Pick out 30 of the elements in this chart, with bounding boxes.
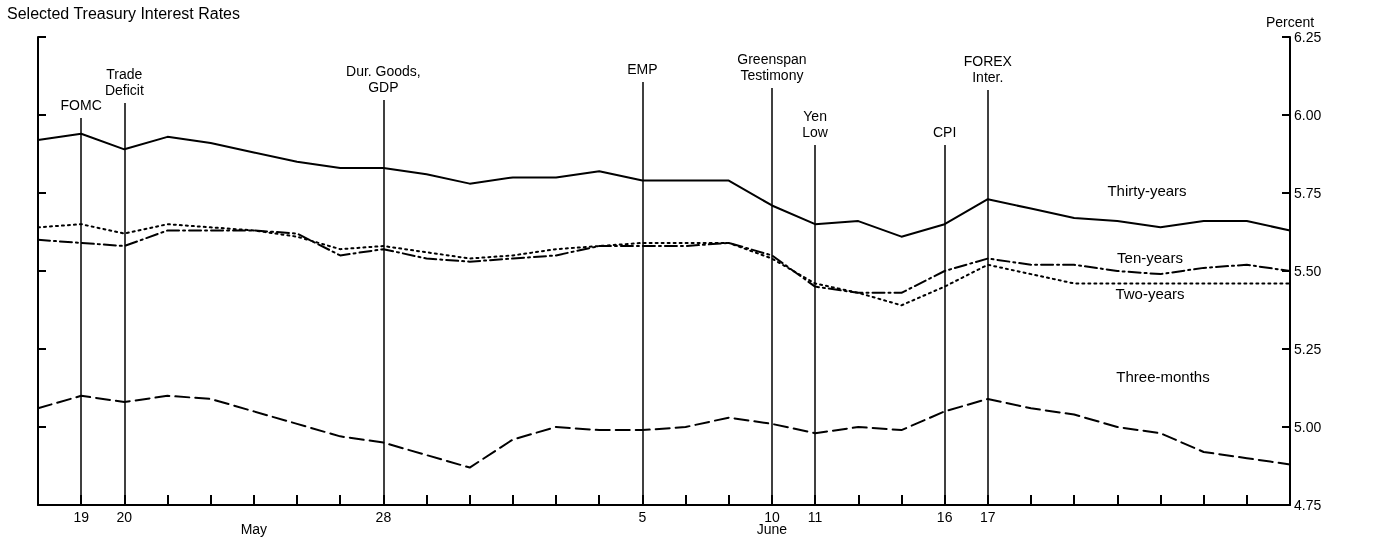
x-tick-label: May xyxy=(240,521,268,537)
x-tick-label: 16 xyxy=(936,509,953,525)
ref-line-label: Greenspan Testimony xyxy=(737,51,807,83)
y-axis-title: Percent xyxy=(1265,14,1315,30)
series-label: Two-years xyxy=(1115,284,1185,302)
y-tick-label: 5.00 xyxy=(1294,419,1322,435)
series-label: Thirty-years xyxy=(1107,181,1187,199)
y-tick-label: 6.25 xyxy=(1294,29,1322,45)
ref-line-label: FOMC xyxy=(60,97,102,113)
x-tick-label: 28 xyxy=(375,509,392,525)
x-tick-label: 10 June xyxy=(756,509,788,537)
y-tick-label: 5.50 xyxy=(1294,263,1322,279)
series-label: Ten-years xyxy=(1117,248,1183,266)
x-tick-label: 5 xyxy=(638,509,647,525)
y-tick-label: 4.75 xyxy=(1294,497,1322,513)
chart-title: Selected Treasury Interest Rates xyxy=(7,4,240,22)
ref-line-label: Yen Low xyxy=(802,108,829,140)
x-tick-label: 11 xyxy=(807,509,823,525)
ref-line-label: EMP xyxy=(627,61,658,77)
x-tick-label: 19 xyxy=(73,509,90,525)
x-tick-label: 20 xyxy=(116,509,133,525)
ref-line-label: CPI xyxy=(932,124,957,140)
y-tick-label: 5.75 xyxy=(1294,185,1322,201)
ref-line-label: Trade Deficit xyxy=(104,66,144,98)
y-tick-label: 5.25 xyxy=(1294,341,1322,357)
ref-line-label: FOREX Inter. xyxy=(963,53,1013,85)
x-tick-label: 17 xyxy=(980,509,996,525)
text: Three-months xyxy=(1116,367,1210,385)
y-tick-label: 6.00 xyxy=(1294,107,1322,123)
ref-line-label: Dur. Goods, GDP xyxy=(346,63,421,95)
